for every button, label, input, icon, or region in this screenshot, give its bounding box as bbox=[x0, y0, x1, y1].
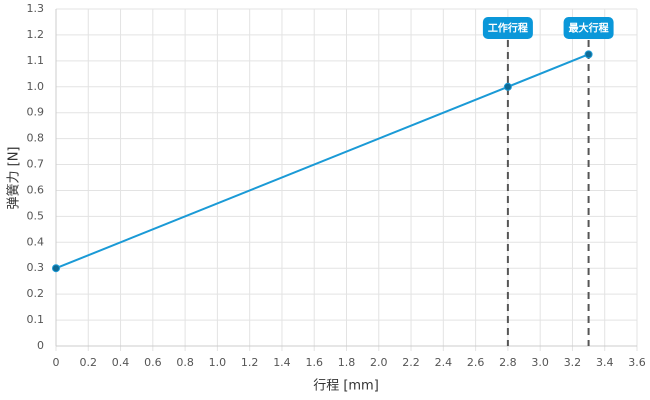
data-point bbox=[503, 82, 512, 91]
y-tick-label: 0.2 bbox=[27, 287, 45, 300]
x-tick-label: 2.2 bbox=[402, 356, 420, 369]
y-tick-label: 0.3 bbox=[27, 261, 45, 274]
y-tick-label: 0 bbox=[37, 339, 44, 352]
x-tick-label: 3.2 bbox=[564, 356, 582, 369]
y-tick-label: 0.4 bbox=[27, 235, 45, 248]
x-tick-label: 1.4 bbox=[273, 356, 291, 369]
y-axis-title: 弹簧力 [N] bbox=[6, 146, 22, 209]
y-tick-label: 0.5 bbox=[27, 209, 45, 222]
x-tick-label: 2.6 bbox=[467, 356, 485, 369]
y-tick-label: 1.1 bbox=[27, 54, 45, 67]
x-tick-label: 1.6 bbox=[305, 356, 323, 369]
data-point bbox=[52, 264, 60, 273]
x-tick-label: 3.6 bbox=[628, 356, 646, 369]
annotation-badge bbox=[563, 17, 614, 39]
y-tick-label: 0.7 bbox=[27, 158, 45, 171]
x-tick-label: 1.8 bbox=[338, 356, 356, 369]
y-tick-label: 1.2 bbox=[27, 28, 45, 41]
y-tick-label: 0.1 bbox=[27, 313, 45, 326]
data-point bbox=[584, 50, 593, 59]
y-tick-label: 0.6 bbox=[27, 183, 45, 196]
x-tick-label: 0.8 bbox=[176, 356, 194, 369]
x-tick-label: 2.0 bbox=[370, 356, 388, 369]
x-tick-label: 0 bbox=[53, 356, 60, 369]
x-tick-label: 1.0 bbox=[209, 356, 227, 369]
annotation-label: 工作行程 bbox=[488, 22, 528, 35]
y-tick-label: 0.9 bbox=[27, 106, 45, 119]
y-tick-label: 1.0 bbox=[27, 80, 45, 93]
x-tick-label: 3.0 bbox=[531, 356, 549, 369]
x-tick-label: 2.4 bbox=[435, 356, 453, 369]
x-tick-label: 3.4 bbox=[596, 356, 614, 369]
x-tick-label: 0.2 bbox=[80, 356, 98, 369]
y-tick-label: 1.3 bbox=[27, 2, 45, 15]
x-tick-label: 1.2 bbox=[241, 356, 259, 369]
x-tick-label: 2.8 bbox=[499, 356, 517, 369]
y-tick-label: 0.8 bbox=[27, 132, 45, 145]
annotation-badge bbox=[482, 17, 533, 39]
x-tick-label: 0.6 bbox=[144, 356, 162, 369]
x-tick-label: 0.4 bbox=[112, 356, 130, 369]
x-axis-title: 行程 [mm] bbox=[313, 379, 379, 394]
annotation-label: 最大行程 bbox=[569, 22, 609, 35]
